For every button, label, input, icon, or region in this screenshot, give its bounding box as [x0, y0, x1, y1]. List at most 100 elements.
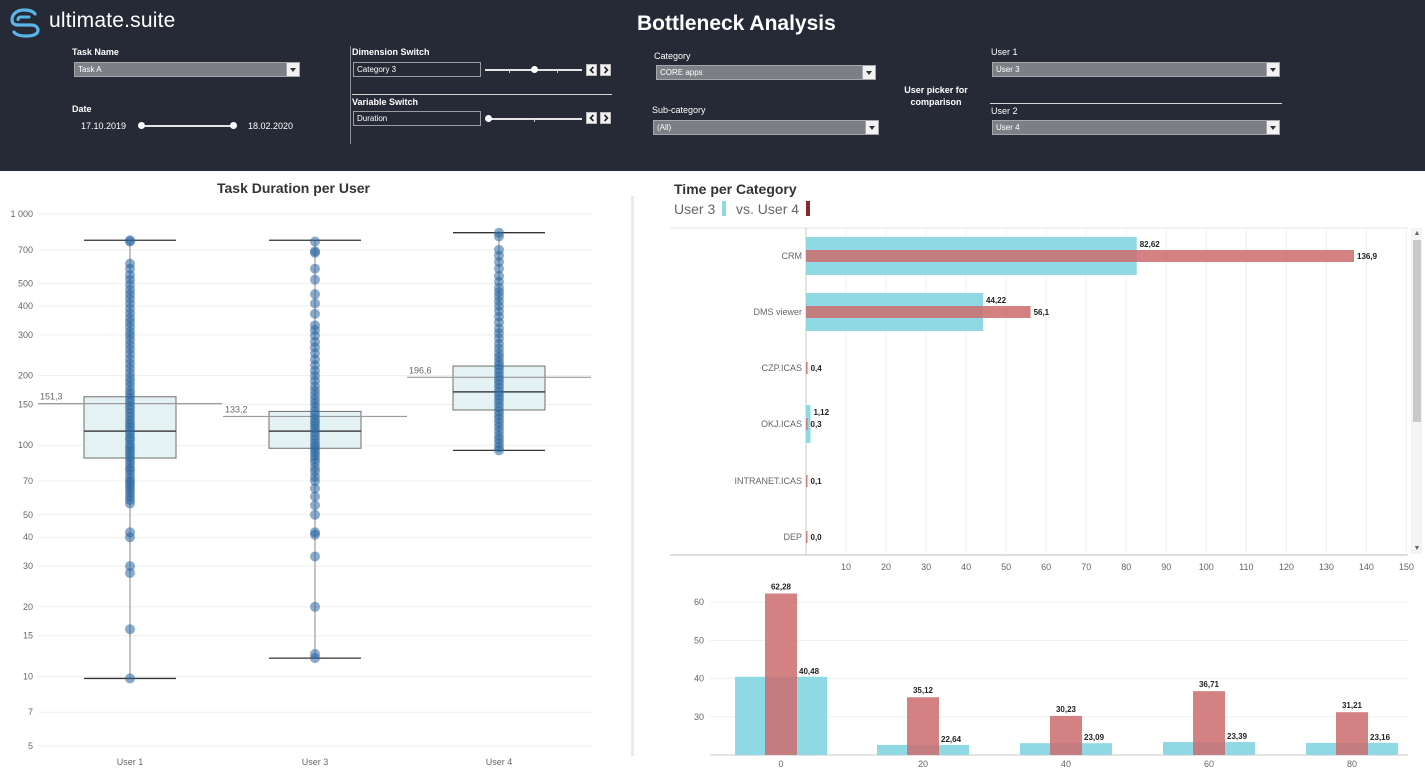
x-tick-label: 40 — [1061, 759, 1071, 769]
category-label: DMS viewer — [753, 307, 802, 317]
task-name-label: Task Name — [72, 47, 119, 57]
x-category-label: User 4 — [486, 757, 513, 767]
x-tick-label: 40 — [961, 562, 971, 572]
previous-button[interactable] — [586, 112, 597, 124]
dimension-switch-handle[interactable] — [531, 66, 538, 73]
panel-divider — [631, 196, 634, 756]
filter-header: ultimate.suite Bottleneck Analysis Task … — [0, 0, 1425, 171]
date-end-handle[interactable] — [230, 122, 237, 129]
x-tick-label: 80 — [1121, 562, 1131, 572]
x-tick-label: 90 — [1161, 562, 1171, 572]
previous-button[interactable] — [586, 64, 597, 76]
variable-switch-label: Variable Switch — [352, 97, 419, 107]
x-tick-label: 140 — [1359, 562, 1374, 572]
reference-label: 151,3 — [40, 392, 63, 402]
data-point — [310, 491, 320, 502]
user1-value: User 3 — [996, 65, 1020, 74]
task-duration-boxplot[interactable]: 1 000 700 500 400 300 200 150 100 70 50 40 30 20 15 10… — [0, 0, 630, 774]
category-label: CRM — [782, 251, 803, 261]
category-value: CORE apps — [660, 68, 703, 77]
y-tick-label: 30 — [23, 561, 33, 571]
scroll-down-icon[interactable]: ▼ — [1413, 545, 1421, 552]
x-tick-label: 110 — [1239, 562, 1253, 572]
separator-line — [990, 103, 1282, 104]
next-button[interactable] — [600, 64, 611, 76]
x-tick-label: 80 — [1347, 759, 1357, 769]
data-point — [310, 509, 320, 520]
data-point — [310, 500, 320, 511]
ultimate-suite-logo-icon — [10, 8, 40, 38]
data-point — [310, 320, 320, 331]
x-tick-label: 20 — [881, 562, 891, 572]
scrollbar-thumb[interactable] — [1413, 240, 1421, 422]
sub-category-value: (All) — [657, 123, 672, 132]
x-tick-label: 130 — [1319, 562, 1334, 572]
user1-dropdown[interactable]: User 3 — [992, 62, 1280, 77]
x-tick-label: 10 — [841, 562, 851, 572]
task-name-value: Task A — [78, 65, 102, 74]
y-tick-label: 500 — [18, 279, 33, 289]
legend-swatch-user-a — [722, 201, 727, 216]
user2-value: User 4 — [996, 123, 1020, 132]
data-point — [494, 244, 504, 255]
date-start: 17.10.2019 — [81, 121, 127, 131]
chevron-down-icon[interactable] — [286, 63, 299, 76]
reference-label: 133,2 — [225, 404, 248, 414]
y-tick-label: 15 — [23, 631, 33, 641]
value-label-user-a: 23,16 — [1370, 733, 1391, 742]
chevron-down-icon[interactable] — [862, 66, 875, 79]
data-point — [125, 673, 135, 684]
value-label-user-b: 0,1 — [811, 477, 823, 486]
bar-user-b — [1336, 712, 1368, 755]
chevron-down-icon[interactable] — [1266, 63, 1279, 76]
y-tick-label: 200 — [18, 371, 33, 381]
x-tick-label: 70 — [1081, 562, 1091, 572]
category-dropdown[interactable]: CORE apps — [656, 65, 876, 80]
value-label-user-b: 31,21 — [1342, 701, 1363, 710]
chevron-down-icon[interactable] — [865, 121, 878, 134]
y-tick-label: 300 — [18, 330, 33, 340]
x-tick-label: 20 — [918, 759, 928, 769]
next-button[interactable] — [600, 112, 611, 124]
task-name-dropdown[interactable]: Task A — [74, 62, 300, 77]
y-tick-label: 30 — [694, 712, 704, 722]
brand-name[interactable]: ultimate.suite — [49, 9, 176, 32]
y-tick-label: 150 — [18, 399, 33, 409]
sub-category-label: Sub-category — [652, 105, 706, 115]
slider-tick — [534, 119, 535, 122]
data-point — [310, 246, 320, 257]
data-point — [310, 274, 320, 285]
bar-user-b — [1193, 691, 1225, 755]
chevron-left-icon — [589, 66, 595, 74]
value-label-user-b: 30,23 — [1056, 705, 1077, 714]
x-tick-label: 120 — [1279, 562, 1294, 572]
date-start-handle[interactable] — [138, 122, 145, 129]
variable-switch-handle[interactable] — [485, 115, 492, 122]
y-tick-label: 50 — [23, 510, 33, 520]
y-tick-label: 60 — [694, 597, 704, 607]
legend-swatch-user-b — [805, 201, 810, 216]
dimension-switch-label: Dimension Switch — [352, 47, 430, 57]
bar-user-b — [806, 250, 1355, 262]
scroll-up-icon[interactable]: ▲ — [1413, 230, 1421, 237]
data-point — [125, 568, 135, 579]
category-label: DEP — [783, 532, 802, 542]
x-category-label: User 3 — [302, 757, 329, 767]
legend: User 3 vs. User 4 — [674, 201, 810, 217]
page-title: Bottleneck Analysis — [637, 12, 836, 35]
value-label-user-a: 23,39 — [1227, 732, 1248, 741]
sub-category-dropdown[interactable]: (All) — [653, 120, 879, 135]
data-point — [310, 236, 320, 247]
bar-user-b — [1050, 715, 1082, 755]
user2-dropdown[interactable]: User 4 — [992, 120, 1280, 135]
chevron-right-icon — [603, 66, 609, 74]
value-label-user-a: 22,64 — [941, 735, 962, 744]
dimension-switch-field[interactable]: Category 3 — [353, 62, 481, 77]
chevron-down-icon[interactable] — [1266, 121, 1279, 134]
variable-switch-field[interactable]: Duration — [353, 111, 481, 126]
bar-user-b — [765, 593, 797, 755]
date-range-slider[interactable] — [140, 125, 234, 127]
